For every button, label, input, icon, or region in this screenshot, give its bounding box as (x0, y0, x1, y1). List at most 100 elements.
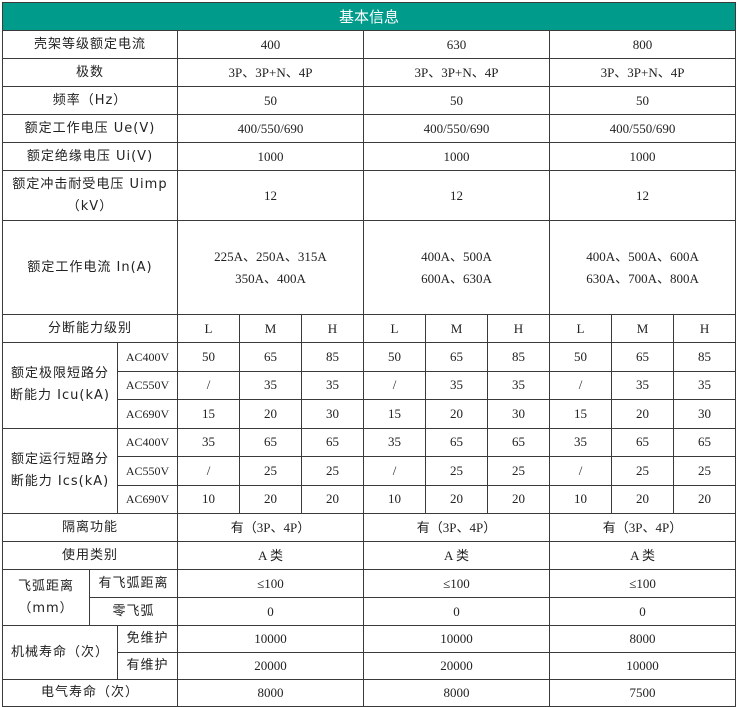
value-cell: 12 (363, 170, 550, 221)
value-cell: / (549, 370, 612, 400)
value-cell: 65 (487, 427, 550, 457)
row-label: 额定工作电压 Ue(V) (2, 114, 178, 143)
value-cell: 30 (301, 399, 364, 429)
value-cell: 15 (177, 399, 240, 429)
value-cell: 65 (301, 427, 364, 457)
value-cell: 65 (611, 342, 674, 372)
value-cell: 35 (549, 427, 612, 457)
voltage-label: AC550V (117, 456, 178, 486)
value-cell: 50 (363, 86, 550, 115)
row-frame_current: 壳架等级额定电流 400 630 800 (2, 30, 737, 59)
row-poles: 极数 3P、3P+N、4P 3P、3P+N、4P 3P、3P+N、4P (2, 58, 737, 87)
value-cell: 15 (549, 399, 612, 429)
row-label: 极数 (2, 58, 178, 87)
value-cell: 25 (611, 456, 674, 486)
level-cell: L (177, 314, 240, 343)
row-label: 机械寿命（次） (2, 625, 118, 680)
row-ics: AC550V/25 25/25 25/25 25 (3, 456, 737, 486)
value-cell: 10000 (548, 652, 737, 680)
value-cell: 20 (611, 484, 674, 514)
row-label: 隔离功能 (2, 513, 178, 542)
value-cell: 8000 (548, 625, 737, 653)
value-cell: 15 (363, 399, 426, 429)
value-cell: 65 (239, 427, 302, 457)
value-cell: 630 (363, 30, 550, 59)
level-cell: H (301, 314, 364, 343)
current-line: 630A、700A、800A (586, 270, 699, 286)
current-line: 600A、630A (421, 270, 492, 286)
value-cell: 8000 (177, 679, 364, 707)
row-label: 分断能力级别 (2, 314, 178, 343)
row-label: 额定极限短路分断能力 Icu(kA) (2, 342, 118, 429)
row-ics: AC690V 10 20 20 10 20 20 10 20 20 (3, 484, 737, 514)
row-elec-life: 电气寿命（次） 8000 8000 7500 (2, 679, 737, 707)
value-cell: 50 (363, 342, 426, 372)
row-icu: AC550V/35 35/35 35/35 35 (3, 370, 737, 400)
value-cell: 30 (487, 399, 550, 429)
voltage-label: AC690V (117, 484, 178, 514)
value-cell: 225A、250A、315A 350A、400A (177, 220, 364, 315)
row-label: 电气寿命（次） (2, 679, 178, 707)
value-cell: / (177, 370, 240, 400)
value-cell: / (177, 456, 240, 486)
value-cell: 10000 (363, 625, 550, 653)
value-cell: 有（3P、4P） (363, 513, 550, 542)
value-cell: 35 (487, 370, 550, 400)
sub-label: 零飞弧 (89, 597, 178, 626)
row-frequency: 频率（Hz） 50 50 50 (2, 86, 737, 115)
value-cell: ≤100 (177, 569, 364, 598)
value-cell: / (363, 456, 426, 486)
row-isolation: 隔离功能 有（3P、4P） 有（3P、4P） 有（3P、4P） (2, 513, 737, 542)
value-cell: 65 (425, 342, 488, 372)
value-cell: 20 (425, 399, 488, 429)
voltage-label: AC400V (117, 427, 178, 457)
value-cell: 20 (425, 484, 488, 514)
value-cell: 10 (177, 484, 240, 514)
value-cell: 400A、500A 600A、630A (363, 220, 550, 315)
value-cell: 35 (363, 427, 426, 457)
value-cell: 25 (301, 456, 364, 486)
value-cell: 10000 (177, 625, 364, 653)
value-cell: 8000 (363, 679, 550, 707)
value-cell: / (363, 370, 426, 400)
value-cell: 12 (548, 170, 737, 221)
row-mech-life: 机械寿命（次） 免维护 10000 10000 8000 (2, 625, 737, 680)
row-label: 额定冲击耐受电压 Uimp（kV） (2, 170, 178, 221)
row-label: 额定运行短路分断能力 Ics(kA) (2, 427, 118, 514)
value-cell: 10 (363, 484, 426, 514)
level-cell: L (549, 314, 612, 343)
current-line: 400A、500A、600A (586, 248, 699, 264)
value-cell: 20 (239, 484, 302, 514)
value-cell: 65 (239, 342, 302, 372)
value-cell: 1000 (548, 142, 737, 171)
value-cell: 3P、3P+N、4P (177, 58, 364, 87)
value-cell: 85 (487, 342, 550, 372)
sub-label: 有维护 (117, 652, 178, 680)
row-ui: 额定绝缘电压 Ui(V) 1000 1000 1000 (2, 142, 737, 171)
value-cell: A 类 (548, 541, 737, 570)
current-line: 400A、500A (421, 248, 492, 264)
row-label: 频率（Hz） (2, 86, 178, 115)
row-label: 壳架等级额定电流 (2, 30, 178, 59)
level-cell: M (425, 314, 488, 343)
value-cell: 20 (487, 484, 550, 514)
row-arc: 飞弧距离（mm） 有飞弧距离 ≤100 ≤100 ≤100 (2, 569, 737, 626)
value-cell: 25 (425, 456, 488, 486)
value-cell: / (549, 456, 612, 486)
value-cell: 35 (425, 370, 488, 400)
value-cell: 50 (177, 342, 240, 372)
value-cell: 20 (239, 399, 302, 429)
row-uimp: 额定冲击耐受电压 Uimp（kV） 12 12 12 (2, 170, 737, 221)
sub-label: 有飞弧距离 (89, 569, 178, 598)
current-line: 350A、400A (235, 270, 306, 286)
level-cell: H (487, 314, 550, 343)
value-cell: 35 (301, 370, 364, 400)
row-icu: 额定极限短路分断能力 Icu(kA) AC400V 50 65 85 50 65 85 50 65… (2, 342, 737, 429)
value-cell: 20 (611, 399, 674, 429)
value-cell: 85 (301, 342, 364, 372)
value-cell: 25 (672, 456, 737, 486)
value-cell: 12 (177, 170, 364, 221)
row-ics: 额定运行短路分断能力 Ics(kA) AC400V 35 65 65 35 65 65 35 65… (2, 427, 737, 514)
